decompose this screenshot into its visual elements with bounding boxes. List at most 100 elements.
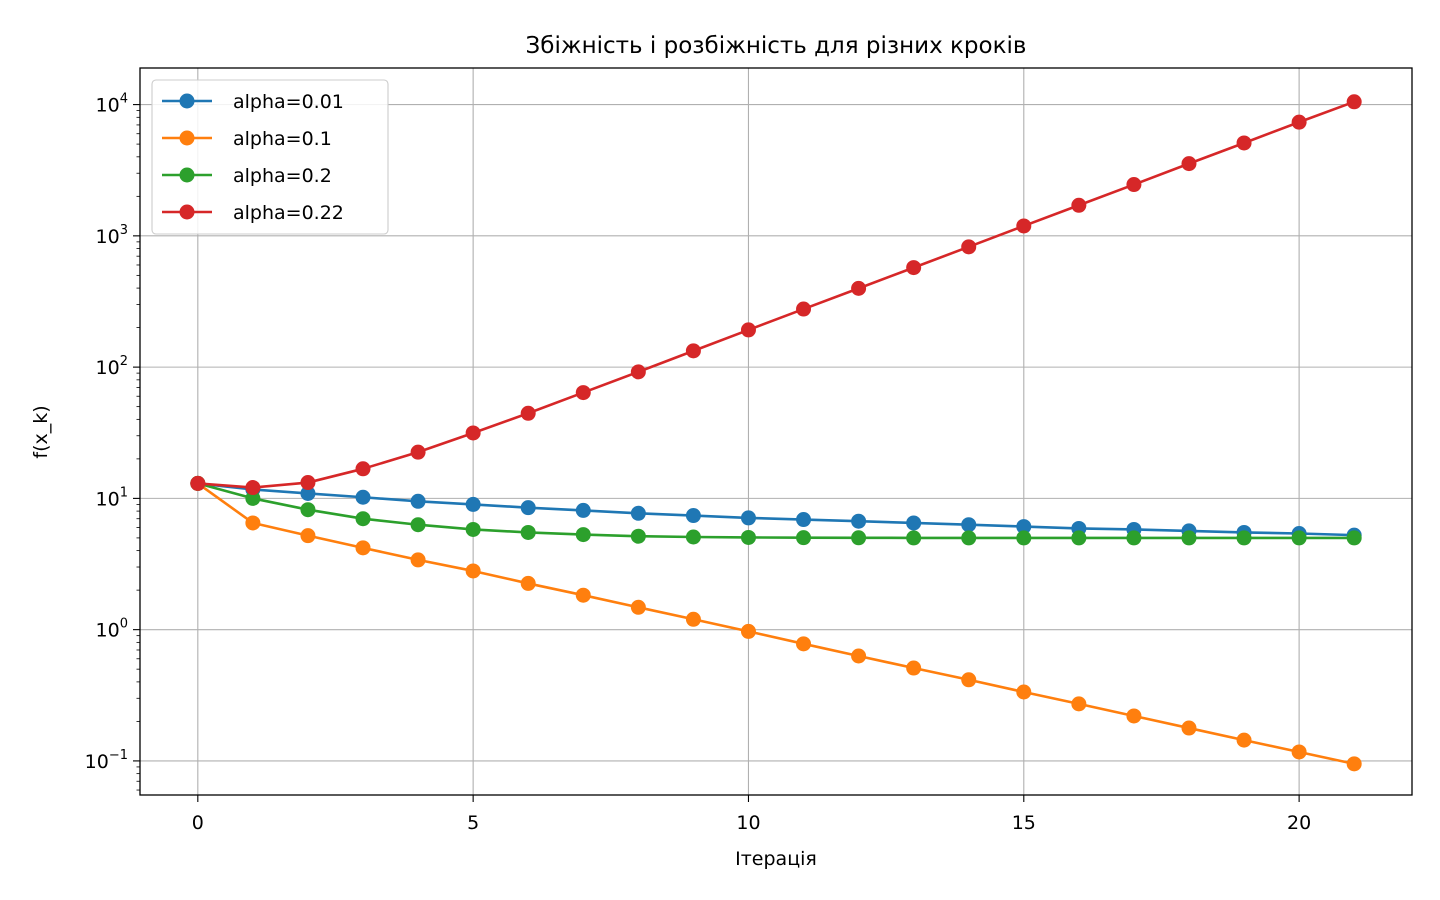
data-point — [465, 521, 481, 537]
data-point — [906, 260, 922, 276]
series-line — [197, 482, 1355, 540]
y-tick-label-exponent: 1 — [120, 485, 128, 500]
legend-swatch-marker — [179, 167, 195, 183]
data-point — [906, 530, 922, 546]
data-point — [355, 461, 371, 477]
x-axis-title: Ітерація — [735, 848, 817, 870]
data-point — [410, 493, 426, 509]
data-point — [355, 489, 371, 505]
legend-swatch-marker — [179, 93, 195, 109]
y-tick-label: 104 — [96, 92, 128, 117]
data-point — [796, 301, 812, 317]
data-point — [575, 527, 591, 543]
data-point — [1181, 720, 1197, 736]
data-point — [300, 475, 316, 491]
data-point — [685, 529, 701, 545]
x-tick-label: 10 — [736, 812, 760, 834]
y-tick-label: 100 — [96, 617, 128, 642]
y-tick-label-base: 10 — [96, 488, 120, 510]
series-line — [197, 482, 1355, 537]
data-point — [575, 502, 591, 518]
legend-box — [151, 79, 389, 235]
data-point — [1016, 530, 1032, 546]
data-point — [520, 405, 536, 421]
data-point — [465, 425, 481, 441]
y-tick-label-exponent: 3 — [120, 223, 128, 238]
data-point — [300, 502, 316, 518]
series-line — [197, 482, 1355, 766]
legend-label: alpha=0.1 — [233, 128, 332, 150]
data-point — [740, 322, 756, 338]
y-tick-label-exponent: 0 — [120, 617, 128, 632]
data-point — [1071, 197, 1087, 213]
data-point — [355, 511, 371, 527]
data-point — [961, 672, 977, 688]
data-point — [685, 611, 701, 627]
data-point — [740, 623, 756, 639]
data-point — [685, 343, 701, 359]
data-point — [906, 660, 922, 676]
data-point — [1126, 708, 1142, 724]
data-point — [1126, 177, 1142, 193]
data-point — [630, 364, 646, 380]
series-alpha=0.1 — [190, 475, 1362, 772]
data-point — [851, 530, 867, 546]
data-point — [1346, 94, 1362, 110]
data-point — [575, 587, 591, 603]
data-point — [1016, 519, 1032, 535]
data-point — [410, 517, 426, 533]
data-point — [796, 636, 812, 652]
data-point — [1346, 756, 1362, 772]
y-tick-label-base: 10 — [96, 226, 120, 248]
data-point — [300, 485, 316, 501]
y-tick-label-exponent: 4 — [120, 92, 128, 107]
data-point — [575, 385, 591, 401]
data-point — [1016, 684, 1032, 700]
data-point — [1071, 696, 1087, 712]
series-line — [197, 100, 1355, 489]
data-point — [410, 552, 426, 568]
data-point — [796, 530, 812, 546]
x-tick-label: 20 — [1287, 812, 1311, 834]
y-tick-label-exponent: 2 — [120, 354, 128, 369]
data-point — [465, 496, 481, 512]
data-point — [740, 529, 756, 545]
series-alpha=0.2 — [190, 475, 1362, 546]
x-tick-label: 15 — [1012, 812, 1036, 834]
data-point — [190, 475, 206, 491]
y-tick-label-exponent: −1 — [109, 748, 128, 763]
data-point — [1236, 530, 1252, 546]
data-point — [1291, 530, 1307, 546]
data-point — [520, 500, 536, 516]
data-point — [300, 528, 316, 544]
legend: alpha=0.01 alpha=0.1 alpha=0.2 alpha=0.22 — [151, 79, 389, 235]
data-point — [245, 490, 261, 506]
data-point — [520, 575, 536, 591]
data-point — [1071, 530, 1087, 546]
data-point — [961, 530, 977, 546]
series-alpha=0.22 — [190, 94, 1362, 496]
y-tick-label-base: 10 — [96, 357, 120, 379]
data-point — [520, 524, 536, 540]
data-point — [1016, 218, 1032, 234]
data-point — [1291, 744, 1307, 760]
data-point — [796, 512, 812, 528]
data-point — [1181, 156, 1197, 172]
data-point — [1126, 530, 1142, 546]
y-tick-label-base: 10 — [96, 95, 120, 117]
y-tick-label: 10−1 — [85, 748, 128, 773]
data-point — [685, 508, 701, 524]
chart-title: Збіжність і розбіжність для різних крокі… — [526, 33, 1027, 59]
data-point — [465, 563, 481, 579]
data-point — [630, 505, 646, 521]
legend-label: alpha=0.01 — [233, 91, 344, 113]
data-point — [961, 239, 977, 255]
y-axis-title: f(x_k) — [30, 405, 52, 458]
axes-frame — [139, 67, 1413, 796]
x-tick-label: 5 — [467, 812, 479, 834]
data-point — [630, 599, 646, 615]
x-tick-label: 0 — [192, 812, 204, 834]
data-point — [906, 515, 922, 531]
